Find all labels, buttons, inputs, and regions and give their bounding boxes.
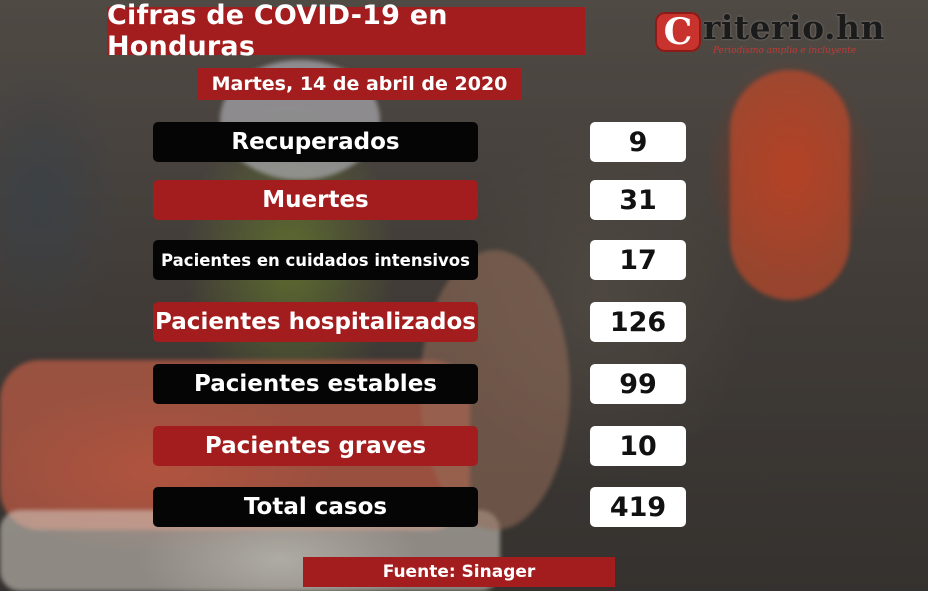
criterio-logo: C riterio.hn Periodismo amplio e incluye… [655, 8, 920, 60]
stat-value-cuidados-intensivos: 17 [590, 240, 686, 280]
stat-label-graves: Pacientes graves [153, 426, 478, 466]
stat-value-hospitalizados: 126 [590, 302, 686, 342]
stat-value-estables: 99 [590, 364, 686, 404]
stat-value-recuperados: 9 [590, 122, 686, 162]
stat-label-muertes: Muertes [153, 180, 478, 220]
stat-label-total-casos: Total casos [153, 487, 478, 527]
stat-label-hospitalizados: Pacientes hospitalizados [153, 302, 478, 342]
logo-mark-icon: C [655, 12, 701, 52]
logo-tagline: Periodismo amplio e incluyente [713, 46, 857, 56]
stat-label-cuidados-intensivos: Pacientes en cuidados intensivos [153, 240, 478, 280]
stat-label-recuperados: Recuperados [153, 122, 478, 162]
source-footer: Fuente: Sinager [303, 557, 615, 587]
stat-label-estables: Pacientes estables [153, 364, 478, 404]
page-title: Cifras de COVID-19 en Honduras [107, 0, 585, 62]
logo-wordmark: riterio.hn [703, 8, 885, 47]
background-orange-object [730, 70, 850, 300]
stat-value-muertes: 31 [590, 180, 686, 220]
stat-value-graves: 10 [590, 426, 686, 466]
date-banner: Martes, 14 de abril de 2020 [198, 68, 521, 100]
stat-value-total-casos: 419 [590, 487, 686, 527]
